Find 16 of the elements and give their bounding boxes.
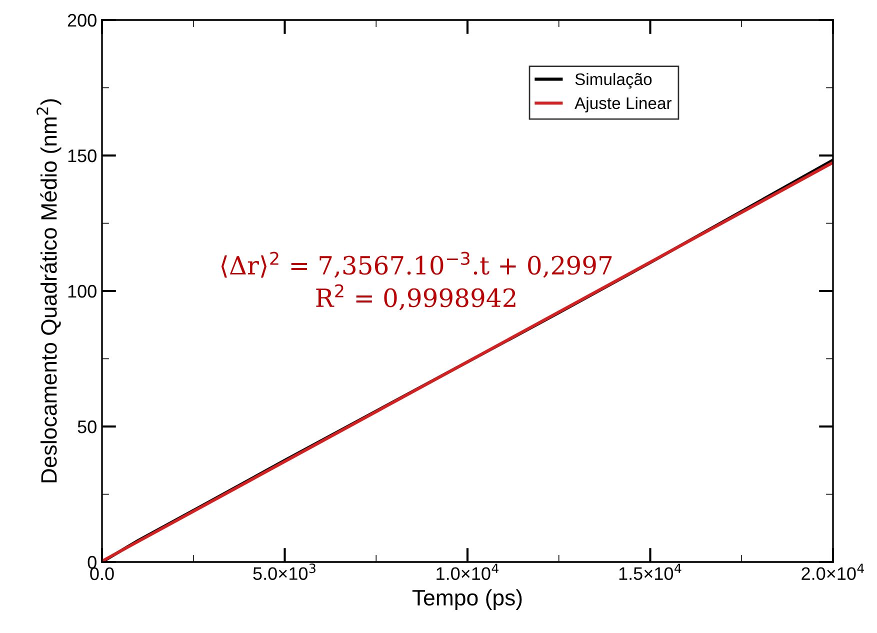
annotation: R$^{2}$ = 0,9998942	[316, 284, 516, 310]
x-tick-label: 0.0	[90, 567, 114, 580]
x-tick-label: 2.0×10$^{4}$	[802, 564, 864, 580]
legend-label: Simulação	[575, 72, 652, 89]
y-tick-label: 150	[68, 149, 96, 162]
y-tick-label: 200	[68, 14, 96, 27]
x-tick-label: 1.0×10$^{4}$	[436, 564, 499, 580]
x-tick-label: 5.0×10$^{3}$	[253, 564, 316, 580]
annotation: ⟨Δr⟩$^{2}$ = 7,3567.10$^{−3}$.t + 0,2997	[221, 252, 612, 278]
x-axis-title: Tempo (ps)	[412, 589, 522, 610]
y-tick-label: 100	[68, 284, 96, 298]
legend-label: Ajuste Linear	[574, 96, 672, 112]
y-axis-title: Deslocamento Quadrático Médio (nm$^{2}$)	[36, 99, 62, 482]
y-tick-label: 0	[88, 556, 96, 569]
y-tick-label: 50	[78, 420, 96, 434]
x-tick-label: 1.5×10$^{4}$	[619, 564, 682, 580]
